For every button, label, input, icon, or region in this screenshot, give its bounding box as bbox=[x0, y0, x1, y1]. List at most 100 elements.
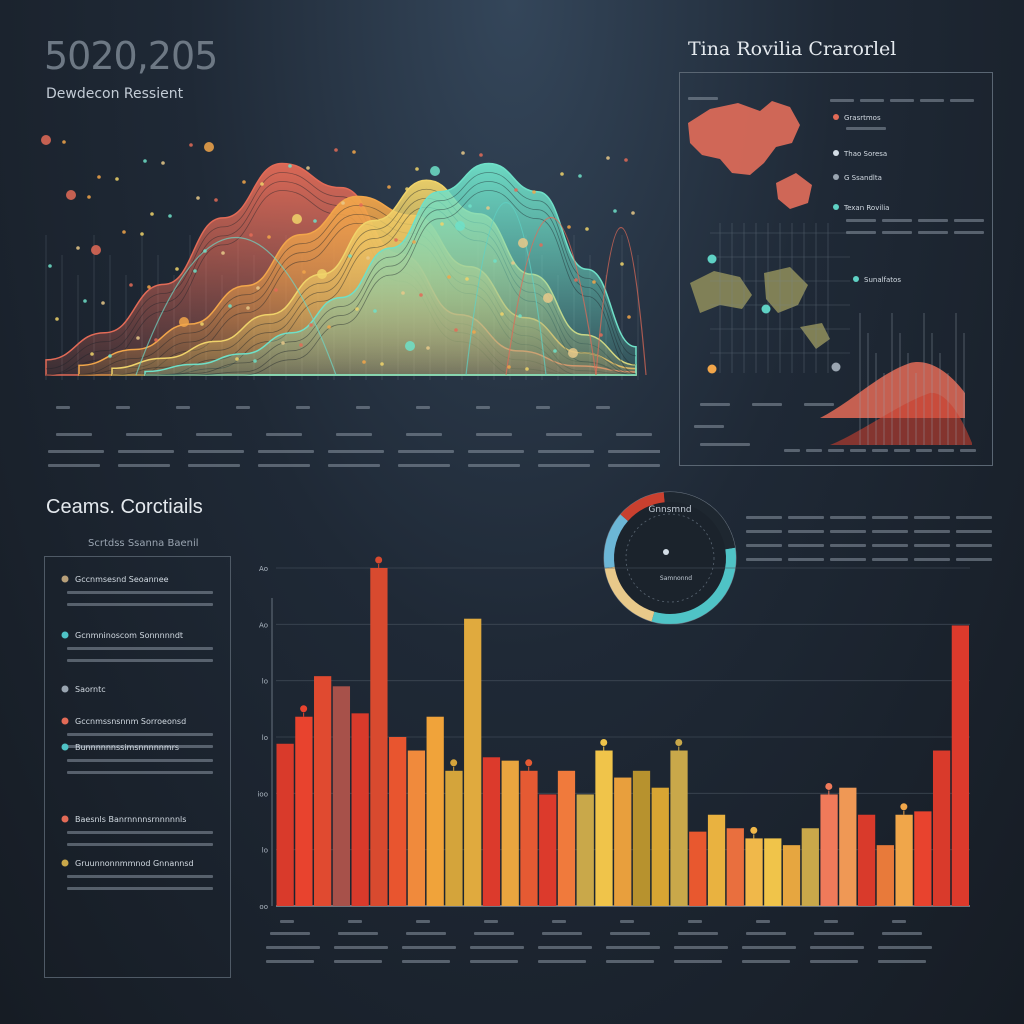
bar bbox=[876, 845, 894, 906]
area-scatter-dot bbox=[592, 280, 596, 284]
area-x-tick bbox=[236, 406, 250, 409]
legend-panel-desc bbox=[67, 591, 213, 594]
bar bbox=[614, 777, 632, 906]
area-scatter-dot bbox=[41, 135, 51, 145]
area-ribbon-line bbox=[144, 181, 637, 376]
legend-panel-label: Gcnmninoscom Sonnnnndt bbox=[75, 631, 183, 640]
area-scatter-dot bbox=[380, 362, 384, 366]
bar bbox=[839, 787, 857, 906]
area-scatter-dot bbox=[500, 312, 504, 316]
area-scatter-dot bbox=[553, 349, 557, 353]
legend-panel-swatch bbox=[61, 575, 69, 583]
gauge-note-text bbox=[956, 544, 992, 547]
area-scatter-dot bbox=[147, 285, 151, 289]
legend-panel-label: Gruunnonnmmnod Gnnannsd bbox=[75, 859, 194, 868]
bar-x-caption bbox=[742, 960, 790, 963]
area-scatter-dot bbox=[465, 277, 469, 281]
area-scatter-dot bbox=[387, 185, 391, 189]
legend-panel-label: Baesnls Banrnnnnsrnnnnnls bbox=[75, 815, 186, 824]
map-legend-label: G Ssandlta bbox=[844, 174, 882, 182]
map-note-text bbox=[846, 231, 876, 234]
bar bbox=[370, 568, 388, 906]
area-scatter-dot bbox=[507, 365, 511, 369]
area-scatter-dot bbox=[108, 354, 112, 358]
bar-x-tick bbox=[892, 920, 906, 923]
area-scatter-dot bbox=[373, 309, 377, 313]
area-scatter-dot bbox=[419, 293, 423, 297]
legend-panel-desc bbox=[67, 887, 213, 890]
area-scatter-dot bbox=[620, 262, 624, 266]
map-axis-text bbox=[916, 449, 932, 452]
bar-x-label bbox=[610, 932, 650, 935]
gauge-note-text bbox=[914, 544, 950, 547]
map-legend-swatch bbox=[833, 174, 839, 180]
area-scatter-dot bbox=[249, 233, 253, 237]
gauge-center-dot bbox=[663, 549, 669, 555]
gauge-note-text bbox=[914, 516, 950, 519]
area-scatter-dot bbox=[606, 156, 610, 160]
area-scatter-dot bbox=[543, 293, 553, 303]
bar-series bbox=[276, 556, 969, 906]
map-caption-text bbox=[694, 425, 724, 428]
area-x-label bbox=[336, 433, 372, 436]
bar bbox=[389, 737, 407, 906]
bar bbox=[464, 618, 482, 906]
bar bbox=[726, 828, 744, 906]
bar bbox=[445, 770, 463, 906]
map-axis-text bbox=[850, 449, 866, 452]
legend-panel-label: Saorntc bbox=[75, 685, 106, 694]
gauge-note-text bbox=[956, 516, 992, 519]
area-scatter-dot bbox=[55, 317, 59, 321]
area-scatter-dot bbox=[525, 367, 529, 371]
bar-x-label bbox=[270, 932, 310, 935]
map-note-text bbox=[918, 219, 948, 222]
area-scatter-dot bbox=[455, 221, 465, 231]
area-scatter-dot bbox=[317, 269, 327, 279]
area-x-caption bbox=[398, 464, 450, 467]
bar bbox=[782, 845, 801, 906]
bar-top-marker bbox=[525, 759, 533, 767]
area-scatter-dot bbox=[518, 314, 522, 318]
bar bbox=[914, 811, 932, 906]
area-scatter-dot bbox=[493, 259, 497, 263]
area-scatter-dot bbox=[288, 164, 292, 168]
gauge-note-text bbox=[956, 530, 992, 533]
area-x-label bbox=[476, 433, 512, 436]
area-scatter-dot bbox=[309, 323, 313, 327]
gauge-note-text bbox=[788, 530, 824, 533]
area-x-caption bbox=[608, 464, 660, 467]
area-x-caption bbox=[608, 450, 660, 453]
map-panel-title: Tina Rovilia Crarorlel bbox=[688, 38, 897, 60]
bar bbox=[689, 831, 707, 906]
legend-panel-swatch bbox=[61, 717, 69, 725]
area-scatter-dot bbox=[196, 196, 200, 200]
section-title: Ceams. Corctiails bbox=[46, 496, 203, 518]
bar bbox=[482, 757, 501, 906]
area-x-caption bbox=[398, 450, 454, 453]
area-scatter-dot bbox=[447, 275, 451, 279]
legend-panel-desc bbox=[67, 603, 213, 606]
area-x-caption bbox=[468, 450, 524, 453]
gauge-note-text bbox=[830, 544, 866, 547]
bar-x-caption bbox=[810, 960, 858, 963]
legend-panel-desc bbox=[67, 875, 213, 878]
area-scatter-dot bbox=[66, 190, 76, 200]
area-scatter-dot bbox=[599, 333, 603, 337]
area-scatter-dot bbox=[115, 177, 119, 181]
area-scatter-dot bbox=[91, 245, 101, 255]
area-ribbon-line bbox=[144, 190, 637, 376]
area-scatter-dot bbox=[585, 227, 589, 231]
area-x-caption bbox=[118, 464, 170, 467]
map-legend-label: Thao Soresa bbox=[843, 150, 887, 158]
bar-x-caption bbox=[266, 960, 314, 963]
area-scatter-dot bbox=[313, 219, 317, 223]
bar-x-caption bbox=[538, 960, 586, 963]
area-scatter-dot bbox=[394, 238, 398, 242]
bar-x-caption bbox=[878, 946, 932, 949]
area-x-tick bbox=[416, 406, 430, 409]
area-scatter-dot bbox=[253, 359, 257, 363]
gauge-note-text bbox=[746, 530, 782, 533]
area-x-tick bbox=[356, 406, 370, 409]
area-x-caption bbox=[258, 464, 310, 467]
area-scatter-dot bbox=[412, 240, 416, 244]
